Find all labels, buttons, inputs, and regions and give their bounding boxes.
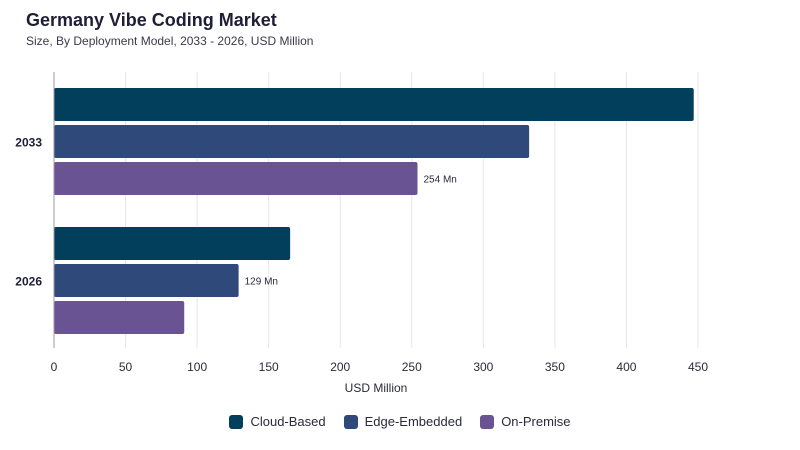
legend-item-cloud-based: Cloud-Based: [229, 414, 326, 429]
x-tick-label-150: 150: [259, 360, 279, 374]
legend-item-edge-embedded: Edge-Embedded: [343, 414, 463, 429]
x-tick-label-300: 300: [473, 360, 493, 374]
legend-swatch: [343, 414, 358, 429]
bar-2033-edge-embedded: [54, 125, 530, 158]
legend-item-on-premise: On-Premise: [480, 414, 571, 429]
x-tick-label-200: 200: [330, 360, 350, 374]
legend-label: Cloud-Based: [250, 414, 326, 429]
chart-subtitle: Size, By Deployment Model, 2033 - 2026, …: [26, 34, 314, 48]
bar-2026-cloud-based: [54, 227, 291, 260]
x-axis-title: USD Million: [345, 381, 408, 395]
category-label-2026: 2026: [15, 275, 42, 289]
category-label-2033: 2033: [15, 136, 42, 150]
x-tick-label-350: 350: [545, 360, 565, 374]
legend-swatch: [229, 414, 244, 429]
bar-2026-edge-embedded: [54, 264, 239, 297]
bar-2033-on-premise: [54, 162, 418, 195]
legend-swatch: [480, 414, 495, 429]
x-tick-label-100: 100: [187, 360, 207, 374]
x-tick-label-450: 450: [688, 360, 708, 374]
legend-label: Edge-Embedded: [364, 414, 463, 429]
chart-title: Germany Vibe Coding Market: [26, 10, 277, 30]
x-tick-label-50: 50: [119, 360, 133, 374]
legend-label: On-Premise: [501, 414, 571, 429]
chart-legend: Cloud-Based Edge-Embedded On-Premise: [0, 414, 800, 429]
bar-2026-on-premise: [54, 301, 185, 334]
x-tick-label-250: 250: [402, 360, 422, 374]
x-tick-label-400: 400: [616, 360, 636, 374]
data-label-2026-edge-embedded: 129 Mn: [245, 277, 278, 288]
x-tick-label-0: 0: [51, 360, 58, 374]
bar-2033-cloud-based: [54, 88, 694, 121]
data-label-2033-on-premise: 254 Mn: [424, 175, 457, 186]
